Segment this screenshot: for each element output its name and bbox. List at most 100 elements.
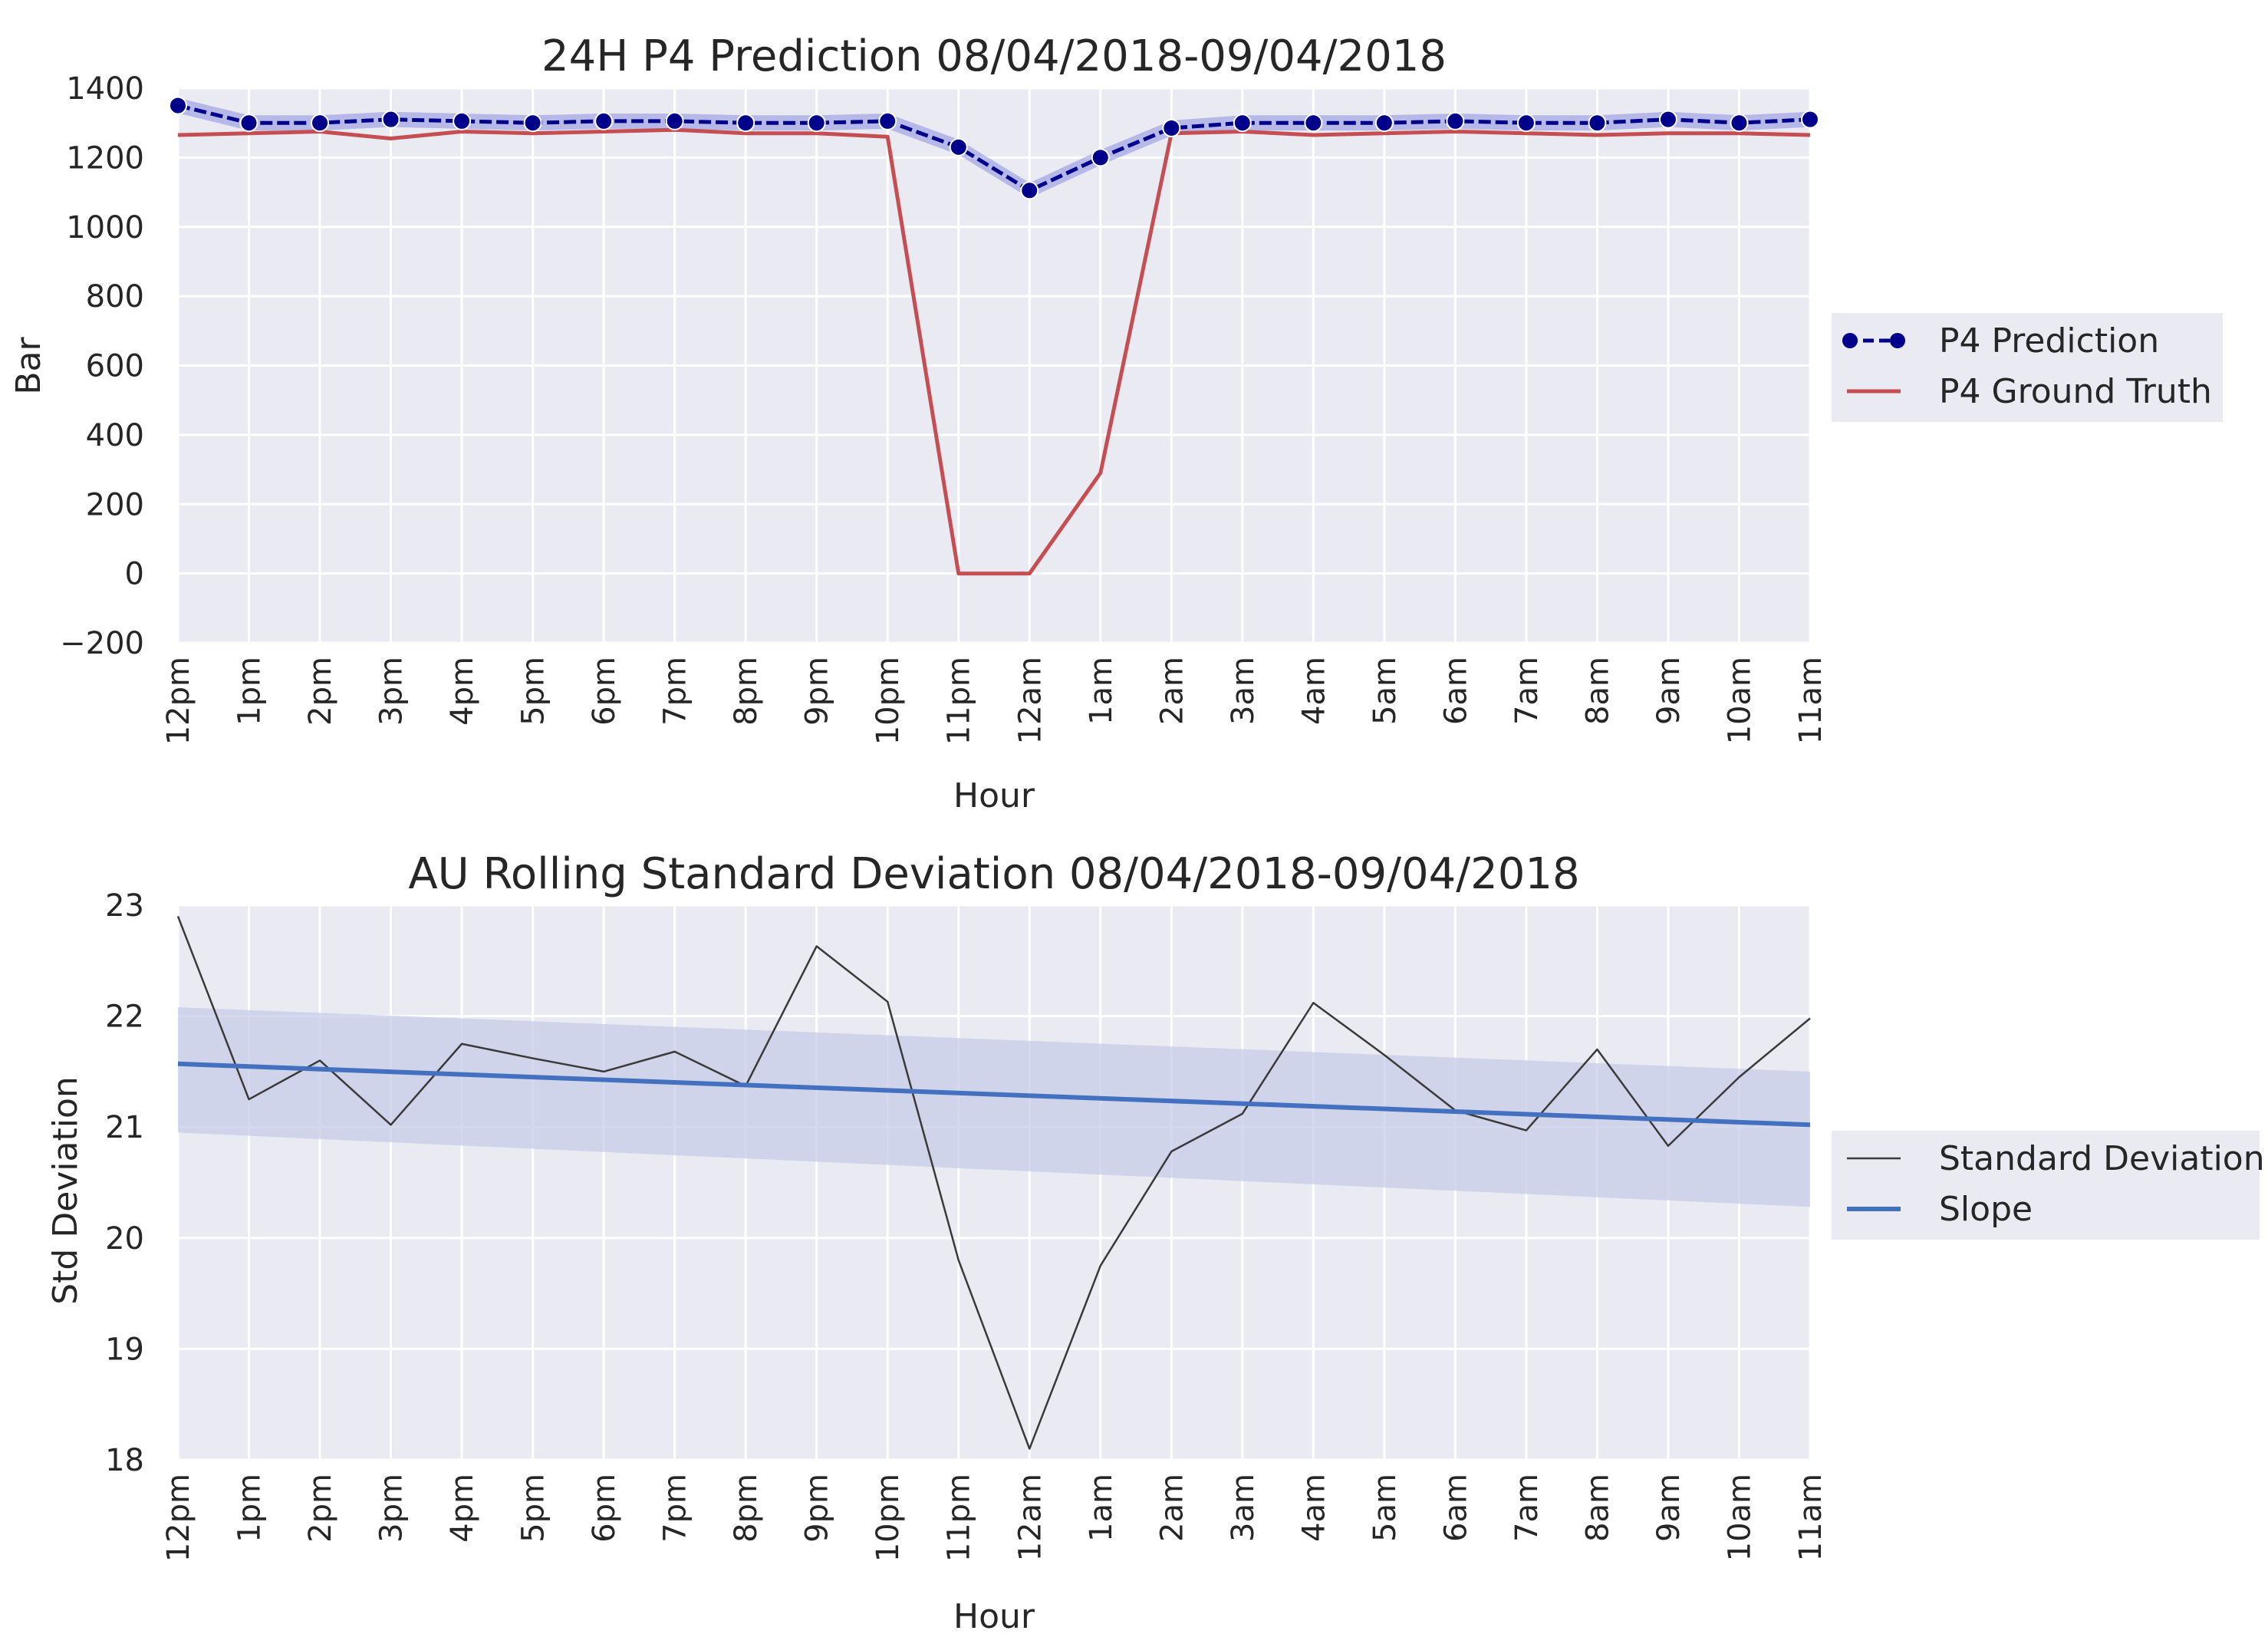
y-tick-label: 1000	[66, 210, 144, 245]
x-tick-label: 12pm	[161, 657, 196, 745]
series-line-p4-ground-truth	[177, 127, 1811, 576]
bottom-y-ticks: 23 22 21 20 19 18	[105, 888, 144, 1478]
y-tick-label: 200	[86, 487, 144, 522]
legend-label-slope: Slope	[1939, 1190, 2033, 1229]
y-tick-label: 600	[86, 349, 144, 384]
y-tick-label: 0	[125, 557, 144, 592]
x-tick-label: 9pm	[800, 657, 835, 726]
point-p4-prediction	[1446, 111, 1465, 130]
y-tick-label: 1200	[66, 140, 144, 176]
x-tick-label: 2pm	[303, 1474, 338, 1543]
x-tick-label: 9am	[1651, 1474, 1687, 1542]
top-y-ticks: 1400 1200 1000 800 600 400 200 0 −200	[60, 71, 144, 661]
x-tick-label: 11am	[1793, 657, 1829, 744]
x-tick-label: 3am	[1226, 1474, 1261, 1542]
point-p4-prediction	[807, 114, 826, 133]
x-tick-label: 12am	[1012, 657, 1048, 744]
x-tick-label: 1am	[1084, 1474, 1119, 1542]
x-tick-label: 5pm	[516, 1474, 551, 1543]
y-tick-label: 21	[105, 1110, 144, 1145]
point-p4-prediction	[523, 114, 542, 133]
point-p4-prediction	[1516, 114, 1536, 133]
x-tick-label: 5am	[1368, 1474, 1403, 1542]
x-tick-label: 7am	[1509, 657, 1545, 725]
x-tick-label: 4am	[1296, 657, 1332, 725]
x-tick-label: 8am	[1580, 1474, 1615, 1542]
top-chart: 24H P4 Prediction 08/04/2018-09/04/2018 …	[9, 31, 2223, 815]
point-p4-prediction	[1374, 114, 1394, 133]
bottom-x-axis-label: Hour	[953, 1597, 1035, 1636]
y-tick-label: 22	[105, 1000, 144, 1035]
point-p4-prediction	[949, 137, 968, 156]
x-tick-label: 12pm	[161, 1474, 196, 1562]
x-tick-label: 10am	[1722, 657, 1757, 744]
legend-label-standard-deviation: Standard Deviation	[1939, 1139, 2265, 1178]
slope-confidence-band	[178, 1007, 1810, 1207]
x-tick-label: 5pm	[516, 657, 551, 726]
x-tick-label: 6am	[1438, 657, 1473, 725]
legend-entry-slope: Slope	[1847, 1190, 2033, 1229]
point-p4-prediction	[878, 111, 897, 130]
top-legend: P4 Prediction P4 Ground Truth	[1832, 313, 2223, 422]
x-tick-label: 4pm	[445, 1474, 480, 1543]
legend-label-p4-ground-truth: P4 Ground Truth	[1939, 372, 2212, 411]
x-tick-label: 3am	[1226, 657, 1261, 725]
top-grid	[176, 87, 1812, 644]
y-tick-label: 1400	[66, 71, 144, 107]
series-line-p4-prediction	[177, 104, 1811, 193]
x-tick-label: 9am	[1651, 657, 1687, 725]
point-p4-prediction	[381, 110, 400, 129]
point-p4-prediction	[1020, 181, 1039, 200]
x-tick-label: 3pm	[374, 1474, 410, 1543]
x-tick-label: 7pm	[658, 657, 693, 726]
point-p4-prediction	[1091, 148, 1110, 167]
x-tick-label: 8am	[1580, 657, 1615, 725]
y-tick-label: 18	[105, 1443, 144, 1478]
x-tick-label: 1pm	[232, 657, 268, 726]
bottom-legend-box	[1832, 1131, 2260, 1240]
x-tick-label: 10pm	[871, 1474, 906, 1562]
x-tick-label: 9pm	[800, 1474, 835, 1543]
legend-entry-p4-prediction: P4 Prediction	[1842, 321, 2159, 361]
bottom-y-axis-label: Std Deviation	[46, 1076, 85, 1305]
x-tick-label: 12am	[1012, 1474, 1048, 1561]
x-tick-label: 2pm	[303, 657, 338, 726]
point-p4-prediction	[1730, 114, 1749, 133]
x-tick-label: 8pm	[729, 657, 764, 726]
y-tick-label: 400	[86, 418, 144, 453]
point-p4-prediction	[736, 114, 755, 133]
x-tick-label: 6pm	[587, 1474, 622, 1543]
legend-entry-p4-ground-truth: P4 Ground Truth	[1847, 372, 2212, 411]
x-tick-label: 5am	[1368, 657, 1403, 725]
top-chart-title: 24H P4 Prediction 08/04/2018-09/04/2018	[541, 31, 1447, 81]
x-tick-label: 10pm	[871, 657, 906, 745]
legend-label-p4-prediction: P4 Prediction	[1939, 321, 2159, 361]
x-tick-label: 2am	[1154, 657, 1190, 725]
x-tick-label: 4am	[1296, 1474, 1332, 1542]
top-legend-box	[1832, 313, 2223, 422]
bottom-grid	[176, 904, 1812, 1461]
x-tick-label: 1am	[1084, 657, 1119, 725]
x-tick-label: 7am	[1509, 1474, 1545, 1542]
x-tick-label: 1pm	[232, 1474, 268, 1543]
bottom-legend: Standard Deviation Slope	[1832, 1131, 2265, 1240]
bottom-marks	[176, 916, 1811, 1450]
x-tick-label: 11am	[1793, 1474, 1829, 1561]
y-tick-label: 19	[105, 1332, 144, 1367]
top-marks	[169, 96, 1819, 576]
x-tick-label: 11pm	[942, 1474, 977, 1562]
x-tick-label: 6am	[1438, 1474, 1473, 1542]
point-p4-prediction	[1588, 114, 1607, 133]
x-tick-label: 11pm	[942, 657, 977, 745]
legend-entry-standard-deviation: Standard Deviation	[1847, 1139, 2265, 1178]
x-tick-label: 7pm	[658, 1474, 693, 1543]
legend-marker-icon	[1890, 333, 1905, 348]
bottom-chart-title: AU Rolling Standard Deviation 08/04/2018…	[408, 849, 1579, 899]
point-p4-prediction	[1304, 114, 1323, 133]
x-tick-label: 6pm	[587, 657, 622, 726]
y-tick-label: 800	[86, 279, 144, 315]
y-tick-label: 23	[105, 888, 144, 924]
legend-marker-icon	[1842, 333, 1858, 348]
